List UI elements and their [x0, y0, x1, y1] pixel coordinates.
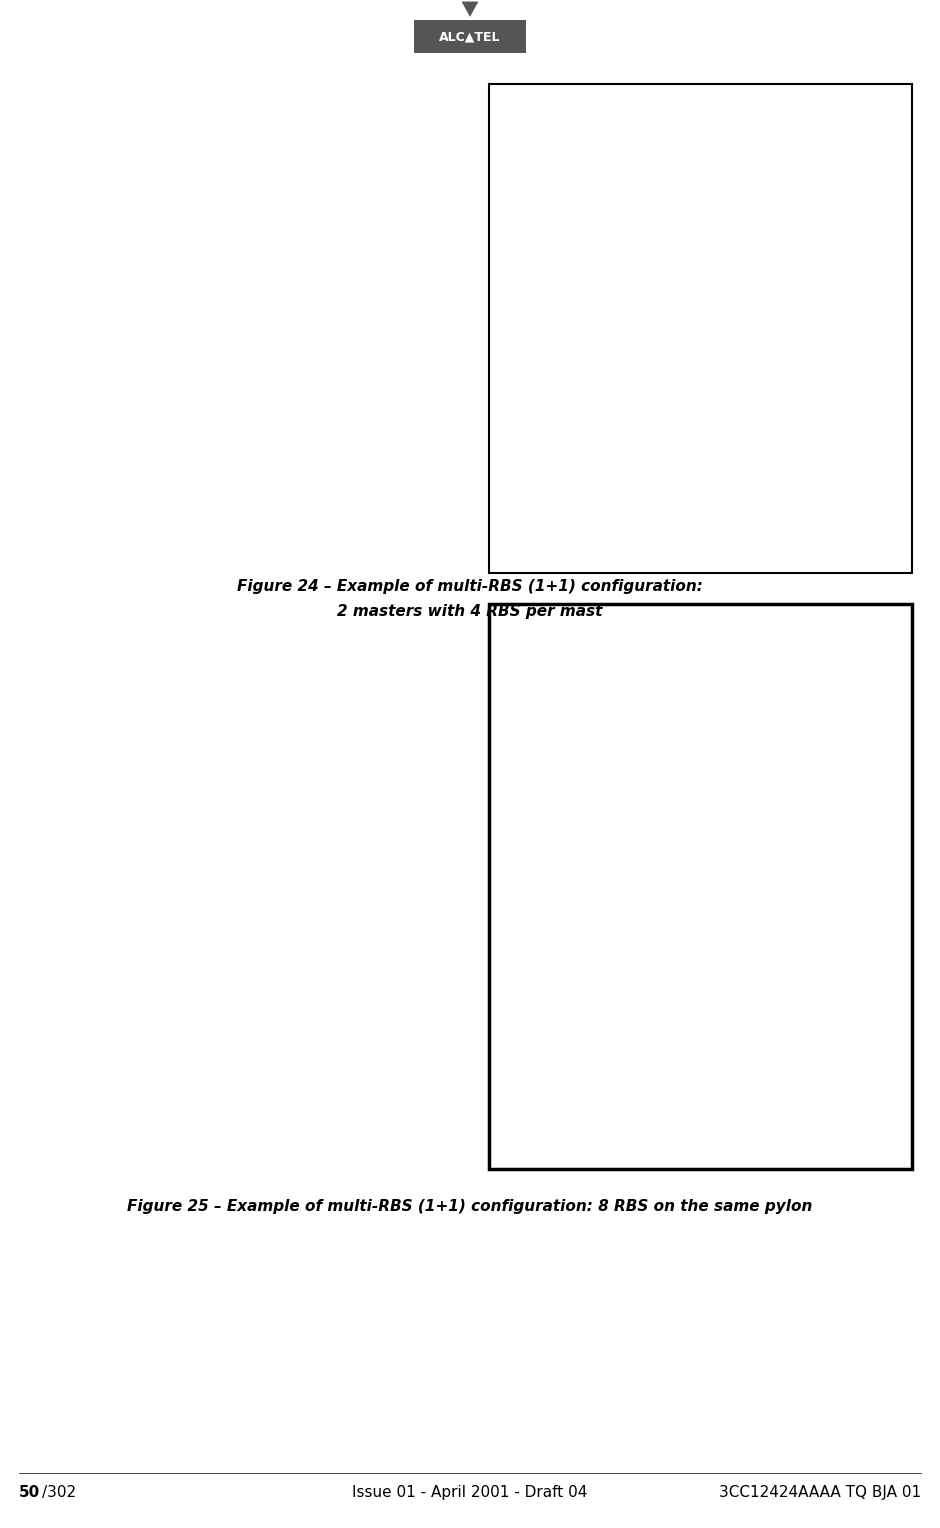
Bar [19, 604, 414, 1169]
Bar [489, 84, 912, 573]
Text: 50: 50 [19, 1485, 40, 1500]
Text: ALC▲TEL: ALC▲TEL [439, 31, 501, 43]
Bar [414, 20, 526, 53]
Polygon shape [462, 2, 478, 17]
Bar [19, 84, 414, 573]
Text: Issue 01 - April 2001 - Draft 04: Issue 01 - April 2001 - Draft 04 [352, 1485, 588, 1500]
Bar [489, 604, 912, 1169]
Text: 2 masters with 4 RBS per mast: 2 masters with 4 RBS per mast [337, 604, 603, 619]
Text: /302: /302 [42, 1485, 76, 1500]
Text: Figure 25 – Example of multi-RBS (1+1) configuration: 8 RBS on the same pylon: Figure 25 – Example of multi-RBS (1+1) c… [127, 1199, 813, 1215]
Text: Figure 24 – Example of multi-RBS (1+1) configuration:: Figure 24 – Example of multi-RBS (1+1) c… [237, 579, 703, 594]
Text: 3CC12424AAAA TQ BJA 01: 3CC12424AAAA TQ BJA 01 [719, 1485, 921, 1500]
